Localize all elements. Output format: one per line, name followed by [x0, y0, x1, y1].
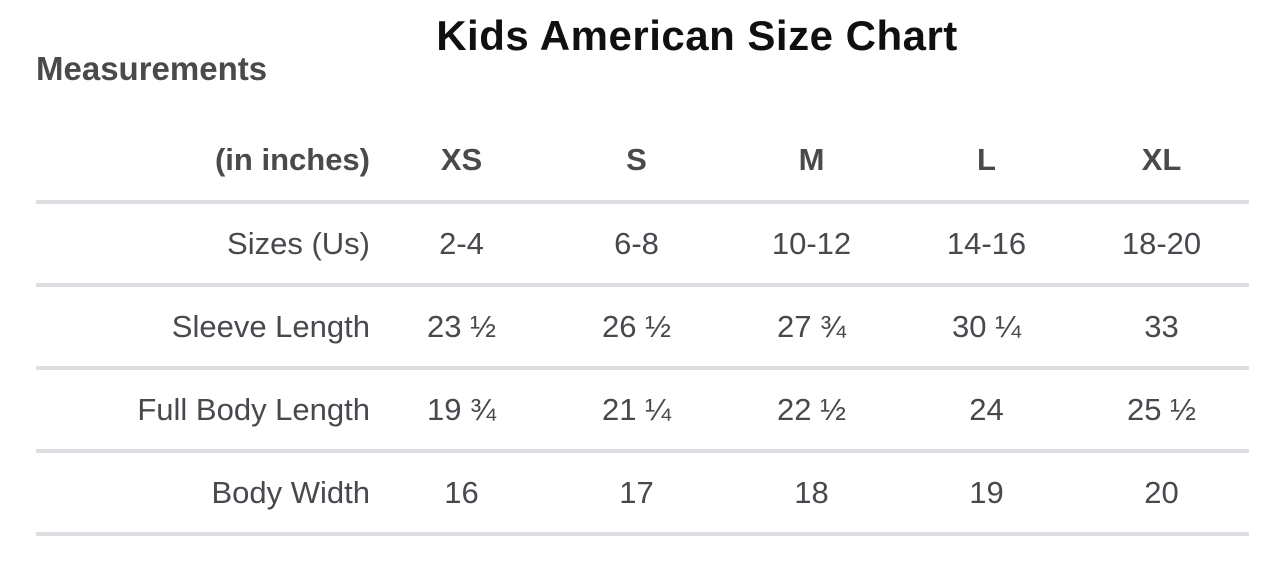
chart-header: Kids American Size Chart Measurements [0, 0, 1284, 130]
cell-value: 16 [444, 474, 479, 510]
column-header-l: L [977, 142, 996, 177]
table-header-row: (in inches) XS S M L XL [36, 130, 1249, 200]
cell-value: 6-8 [614, 225, 659, 261]
cell-value: 33 [1144, 308, 1179, 344]
row-label: Sleeve Length [171, 308, 370, 344]
column-header-xs: XS [440, 142, 483, 177]
measurements-label: Measurements [36, 50, 268, 87]
row-label: Body Width [211, 474, 370, 510]
cell-value: 23 ½ [427, 308, 496, 344]
page-title: Kids American Size Chart [436, 12, 958, 59]
cell-value: 21 ¼ [602, 391, 671, 427]
cell-value: 17 [619, 474, 654, 510]
table-row-body-width: Body Width 16 17 18 19 20 [36, 453, 1249, 536]
cell-value: 30 ¼ [952, 308, 1021, 344]
size-table: (in inches) XS S M L XL Sizes (Us) 2-4 6… [36, 130, 1249, 536]
row-label: Sizes (Us) [227, 225, 370, 261]
cell-value: 27 ¾ [777, 308, 846, 344]
cell-value: 10-12 [771, 225, 852, 261]
table-row-full-body-length: Full Body Length 19 ¾ 21 ¼ 22 ½ 24 25 ½ [36, 370, 1249, 453]
row-label: Full Body Length [137, 391, 370, 427]
table-row-sleeve-length: Sleeve Length 23 ½ 26 ½ 27 ¾ 30 ¼ 33 [36, 287, 1249, 370]
cell-value: 19 [969, 474, 1004, 510]
table-row-sizes: Sizes (Us) 2-4 6-8 10-12 14-16 18-20 [36, 204, 1249, 287]
table-header-wrap: (in inches) XS S M L XL [36, 130, 1249, 204]
cell-value: 25 ½ [1127, 391, 1196, 427]
cell-value: 20 [1144, 474, 1179, 510]
cell-value: 26 ½ [602, 308, 671, 344]
column-header-s: S [626, 142, 647, 177]
cell-value: 22 ½ [777, 391, 846, 427]
table-body: Sizes (Us) 2-4 6-8 10-12 14-16 18-20 Sle… [36, 204, 1249, 536]
cell-value: 18-20 [1121, 225, 1202, 261]
column-header-xl: XL [1141, 142, 1182, 177]
cell-value: 19 ¾ [427, 391, 496, 427]
in-inches-label: (in inches) [214, 142, 370, 177]
cell-value: 14-16 [946, 225, 1027, 261]
cell-value: 2-4 [439, 225, 484, 261]
column-header-m: M [798, 142, 825, 177]
cell-value: 18 [794, 474, 829, 510]
cell-value: 24 [969, 391, 1004, 427]
